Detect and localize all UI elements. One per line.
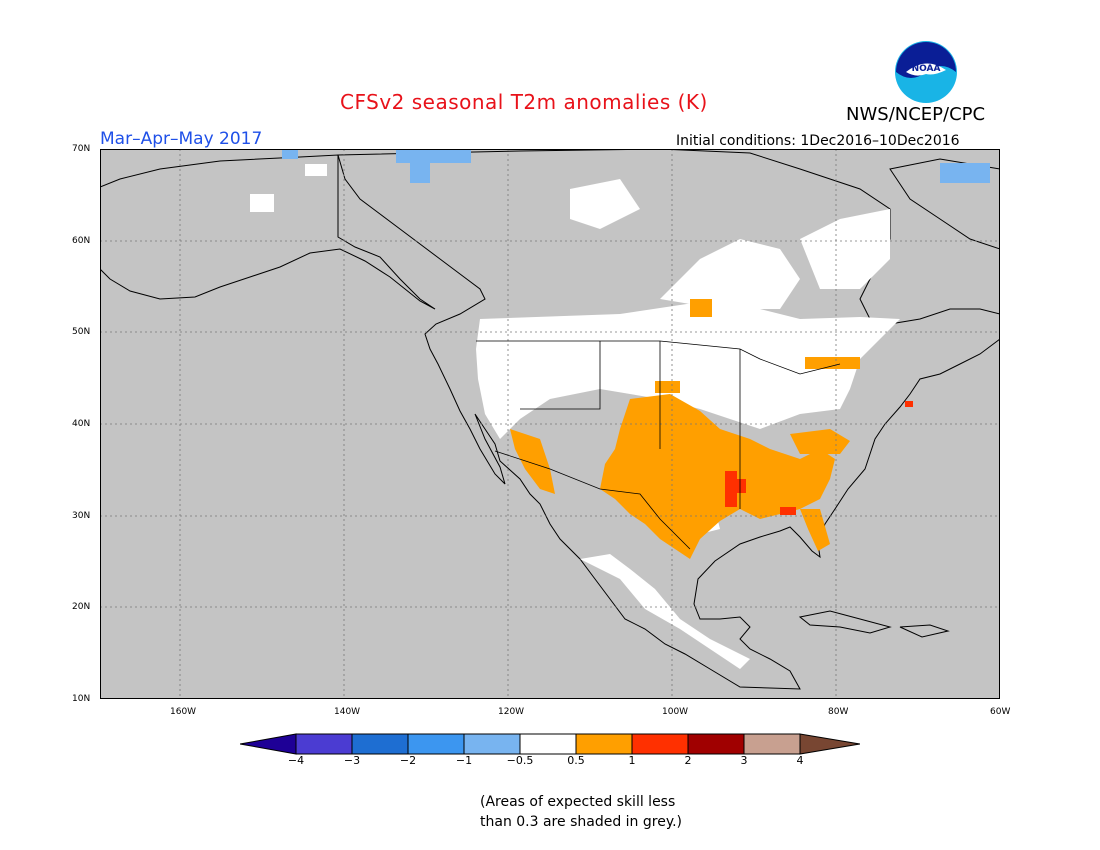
colorbar-segment [575, 733, 633, 755]
lat-label-60: 60N [72, 236, 91, 246]
lat-label-10: 10N [72, 694, 91, 704]
lon-label-120: 120W [498, 707, 525, 717]
svg-text:NOAA: NOAA [912, 64, 941, 74]
chart-title: CFSv2 seasonal T2m anomalies (K) [340, 90, 708, 114]
colorbar-tick: −4 [287, 754, 305, 767]
anomaly-map: 70N 60N 50N 40N 30N 20N 10N 160W 140W 12… [72, 144, 1010, 717]
lat-label-50: 50N [72, 327, 91, 337]
colorbar-tick: −3 [343, 754, 361, 767]
colorbar [240, 733, 860, 755]
skill-note-line1: (Areas of expected skill less [480, 794, 676, 810]
initial-conditions: Initial conditions: 1Dec2016–10Dec2016 [676, 133, 960, 149]
map-svg [99, 148, 1001, 700]
lat-label-30: 30N [72, 511, 91, 521]
colorbar-tick: −2 [399, 754, 417, 767]
colorbar-segment [463, 733, 521, 755]
colorbar-segment [631, 733, 689, 755]
lat-label-40: 40N [72, 419, 91, 429]
lon-label-80: 80W [828, 707, 849, 717]
lon-label-140: 140W [334, 707, 361, 717]
skill-note: (Areas of expected skill less than 0.3 a… [480, 792, 682, 832]
cold-anomaly-area [282, 149, 990, 183]
colorbar-tick: 4 [796, 754, 804, 767]
colorbar-tick: 0.5 [567, 754, 585, 767]
colorbar-segment [687, 733, 745, 755]
colorbar-arrow-right [799, 733, 860, 755]
us-border [476, 340, 841, 550]
colorbar-segment [351, 733, 409, 755]
lon-label-160: 160W [170, 707, 197, 717]
colorbar-arrow-left [240, 733, 297, 755]
noaa-logo: NOAA [895, 41, 957, 103]
colorbar-tick: 1 [628, 754, 636, 767]
colorbar-tick: −1 [455, 754, 473, 767]
colorbar-segment [295, 733, 353, 755]
colorbar-tick: 3 [740, 754, 748, 767]
lon-label-100: 100W [662, 707, 689, 717]
colorbar-tick: −0.5 [506, 754, 534, 767]
skill-note-line2: than 0.3 are shaded in grey.) [480, 814, 683, 830]
lat-label-20: 20N [72, 602, 91, 612]
strong-warm-anomaly-area [725, 401, 913, 515]
graticule [100, 149, 1000, 699]
lon-label-60: 60W [990, 707, 1011, 717]
colorbar-segment [519, 733, 577, 755]
colorbar-segment [407, 733, 465, 755]
lat-label-70: 70N [72, 144, 91, 154]
agency-label: NWS/NCEP/CPC [846, 104, 986, 125]
colorbar-tick: 2 [684, 754, 692, 767]
colorbar-segment [743, 733, 801, 755]
forecast-period: Mar–Apr–May 2017 [100, 129, 263, 149]
